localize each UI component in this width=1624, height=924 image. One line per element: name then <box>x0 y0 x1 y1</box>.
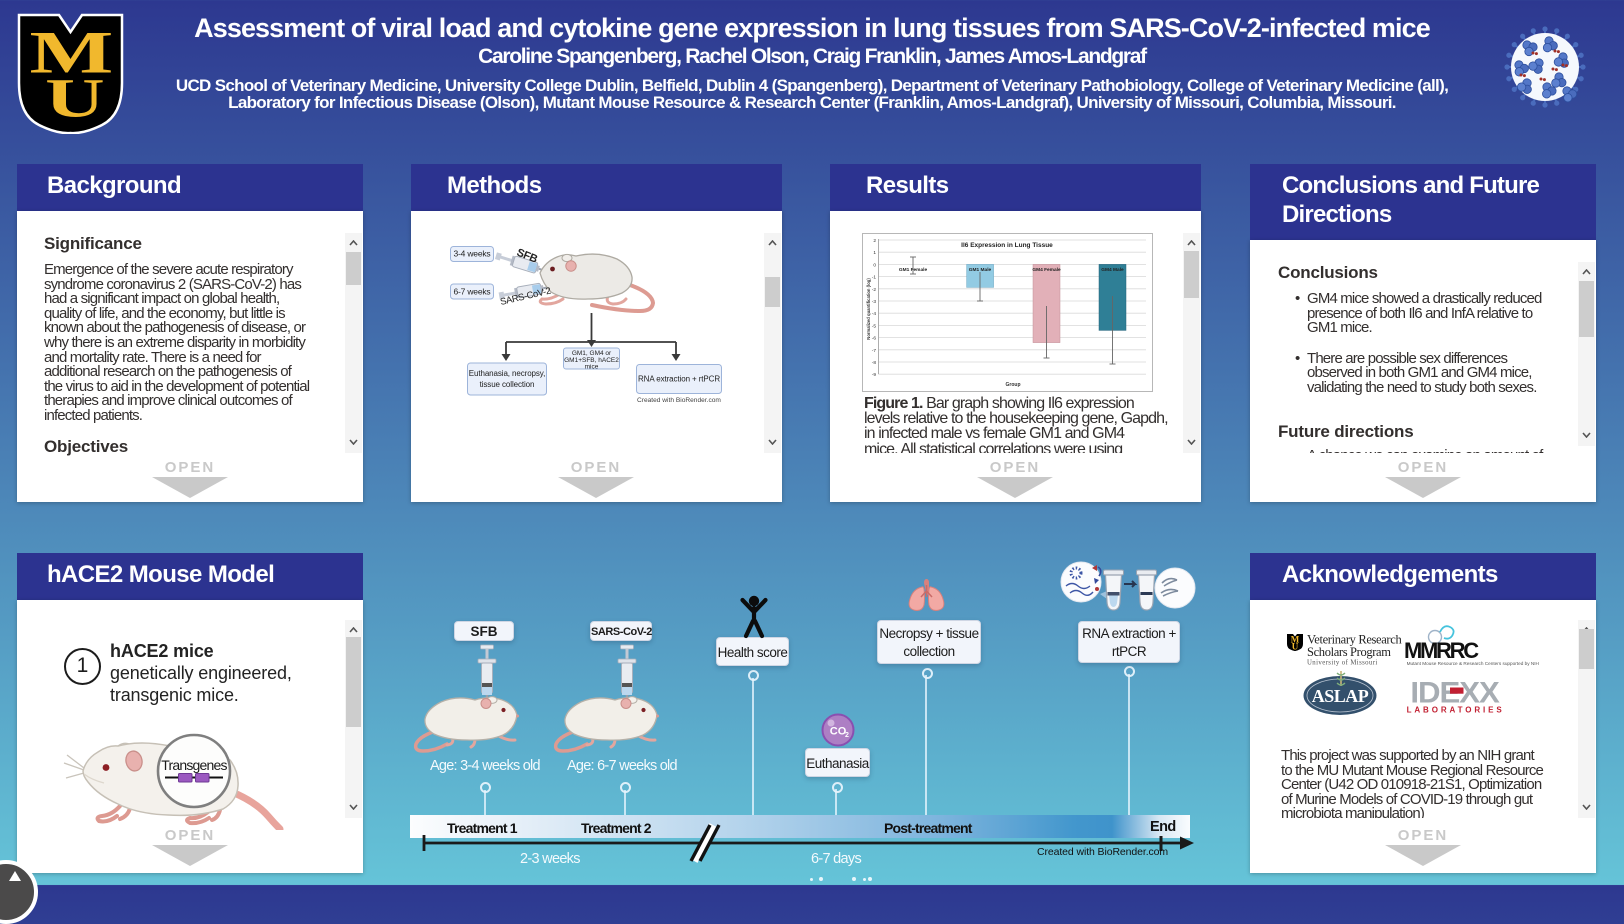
svg-text:MMRRC: MMRRC <box>1404 638 1479 663</box>
svg-text:Group: Group <box>1006 382 1021 388</box>
svg-text:GM1 Female: GM1 Female <box>899 267 928 273</box>
svg-text:GM1+SFB, hACE2: GM1+SFB, hACE2 <box>564 357 619 364</box>
svg-text:2: 2 <box>845 732 849 739</box>
svg-text:-7: -7 <box>872 348 877 354</box>
svg-text:GM4 Male: GM4 Male <box>1101 267 1124 273</box>
svg-text:Created with BioRender.com: Created with BioRender.com <box>637 397 721 404</box>
svg-text:1: 1 <box>873 250 876 256</box>
svg-text:Veterinary Research: Veterinary Research <box>1307 633 1402 647</box>
svg-text:mice: mice <box>585 364 599 371</box>
svg-text:3-4 weeks: 3-4 weeks <box>454 249 491 259</box>
svg-text:tissue collection: tissue collection <box>480 380 535 389</box>
svg-text:-6: -6 <box>872 336 877 342</box>
svg-text:2: 2 <box>873 238 876 244</box>
svg-text:M: M <box>1291 635 1300 645</box>
svg-text:LABORATORIES: LABORATORIES <box>1407 706 1505 715</box>
svg-text:U: U <box>45 69 105 129</box>
svg-text:ASLAP: ASLAP <box>1312 686 1369 706</box>
svg-text:GM4 Female: GM4 Female <box>1032 267 1061 273</box>
svg-text:Mutant Mouse Resource & Resear: Mutant Mouse Resource & Research Centers… <box>1407 661 1539 666</box>
svg-text:-2: -2 <box>872 287 877 293</box>
svg-text:Normalized quantification (log: Normalized quantification (log) <box>866 278 871 340</box>
svg-text:-8: -8 <box>872 360 877 366</box>
svg-text:Il6 Expression in Lung Tissue: Il6 Expression in Lung Tissue <box>961 242 1053 249</box>
svg-text:GM1 Male: GM1 Male <box>969 267 992 273</box>
svg-text:-5: -5 <box>872 323 877 329</box>
svg-text:GM1, GM4 or: GM1, GM4 or <box>572 350 612 357</box>
svg-text:-1: -1 <box>872 275 877 281</box>
svg-text:-3: -3 <box>872 299 877 305</box>
svg-text:M: M <box>30 19 114 86</box>
svg-text:RNA extraction + rtPCR: RNA extraction + rtPCR <box>638 375 720 384</box>
svg-text:0: 0 <box>873 262 876 268</box>
svg-text:-4: -4 <box>872 311 877 317</box>
svg-text:6-7 weeks: 6-7 weeks <box>454 287 491 297</box>
svg-text:Scholars Program: Scholars Program <box>1307 645 1391 659</box>
svg-text:-9: -9 <box>872 372 877 378</box>
svg-text:CO: CO <box>830 726 847 738</box>
svg-text:University of Missouri: University of Missouri <box>1307 660 1378 667</box>
svg-text:Euthanasia, necropsy,: Euthanasia, necropsy, <box>469 369 545 378</box>
svg-text:Transgenes: Transgenes <box>161 757 227 773</box>
svg-text:U: U <box>1292 642 1299 652</box>
